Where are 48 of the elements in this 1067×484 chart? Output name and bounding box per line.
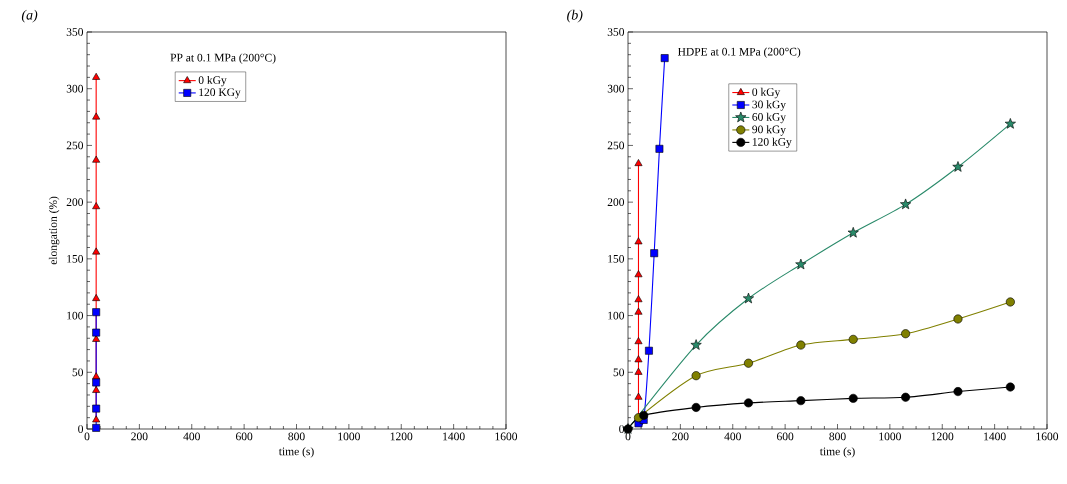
- y-tick-label: 300: [607, 84, 625, 93]
- x-axis-title: time (s): [819, 447, 855, 458]
- y-tick-label: 250: [607, 141, 625, 150]
- x-tick-label: 1600: [1036, 432, 1059, 441]
- y-tick-label: 100: [67, 311, 84, 320]
- x-tick-label: 0: [625, 432, 631, 441]
- y-tick-label: 50: [613, 368, 625, 377]
- y-tick-label: 0: [619, 425, 625, 433]
- x-axis-title: time (s): [278, 447, 314, 458]
- y-tick-label: 350: [66, 28, 84, 36]
- legend-label: 120 KGy: [199, 88, 241, 99]
- y-tick-label: 350: [607, 28, 625, 36]
- y-tick-label: 150: [608, 254, 625, 263]
- legend-label: 90 kGy: [752, 125, 786, 136]
- x-tick-label: 800: [829, 432, 846, 441]
- x-tick-label: 1400: [984, 432, 1006, 441]
- legend-label: 0 kGy: [752, 87, 781, 99]
- y-tick-label: 250: [66, 141, 84, 150]
- x-tick-label: 1600: [495, 432, 518, 441]
- y-tick-label: 300: [66, 84, 84, 93]
- chart-title: (b): [567, 9, 583, 23]
- legend-label: 30 kGy: [752, 100, 786, 111]
- y-tick-label: 200: [607, 198, 625, 207]
- y-tick-label: 0: [78, 425, 84, 433]
- legend-label: 120 kGy: [752, 137, 792, 149]
- y-tick-label: 150: [67, 254, 84, 263]
- x-tick-label: 1200: [390, 432, 413, 441]
- x-tick-label: 1000: [879, 432, 901, 441]
- y-tick-label: 50: [72, 368, 84, 377]
- x-tick-label: 1000: [338, 432, 360, 441]
- y-tick-label: 100: [608, 311, 625, 320]
- x-tick-label: 1400: [443, 432, 465, 441]
- x-tick-label: 400: [724, 432, 741, 441]
- x-tick-label: 800: [288, 432, 305, 441]
- x-tick-label: 200: [672, 432, 689, 441]
- x-tick-label: 200: [131, 432, 148, 441]
- x-tick-label: 400: [183, 432, 200, 441]
- x-tick-label: 600: [777, 432, 794, 441]
- x-tick-label: 0: [84, 432, 90, 441]
- annotation: HDPE at 0.1 MPa (200°C): [677, 47, 801, 58]
- legend-label: 0 kGy: [198, 75, 227, 87]
- y-axis-title: elongation (%): [48, 196, 60, 265]
- chart-title: (a): [21, 9, 38, 23]
- x-tick-label: 1200: [931, 432, 954, 441]
- annotation: PP at 0.1 MPa (200°C): [170, 53, 276, 64]
- legend-label: 60 kGy: [752, 112, 786, 124]
- y-tick-label: 200: [66, 198, 84, 207]
- x-tick-label: 600: [236, 432, 253, 441]
